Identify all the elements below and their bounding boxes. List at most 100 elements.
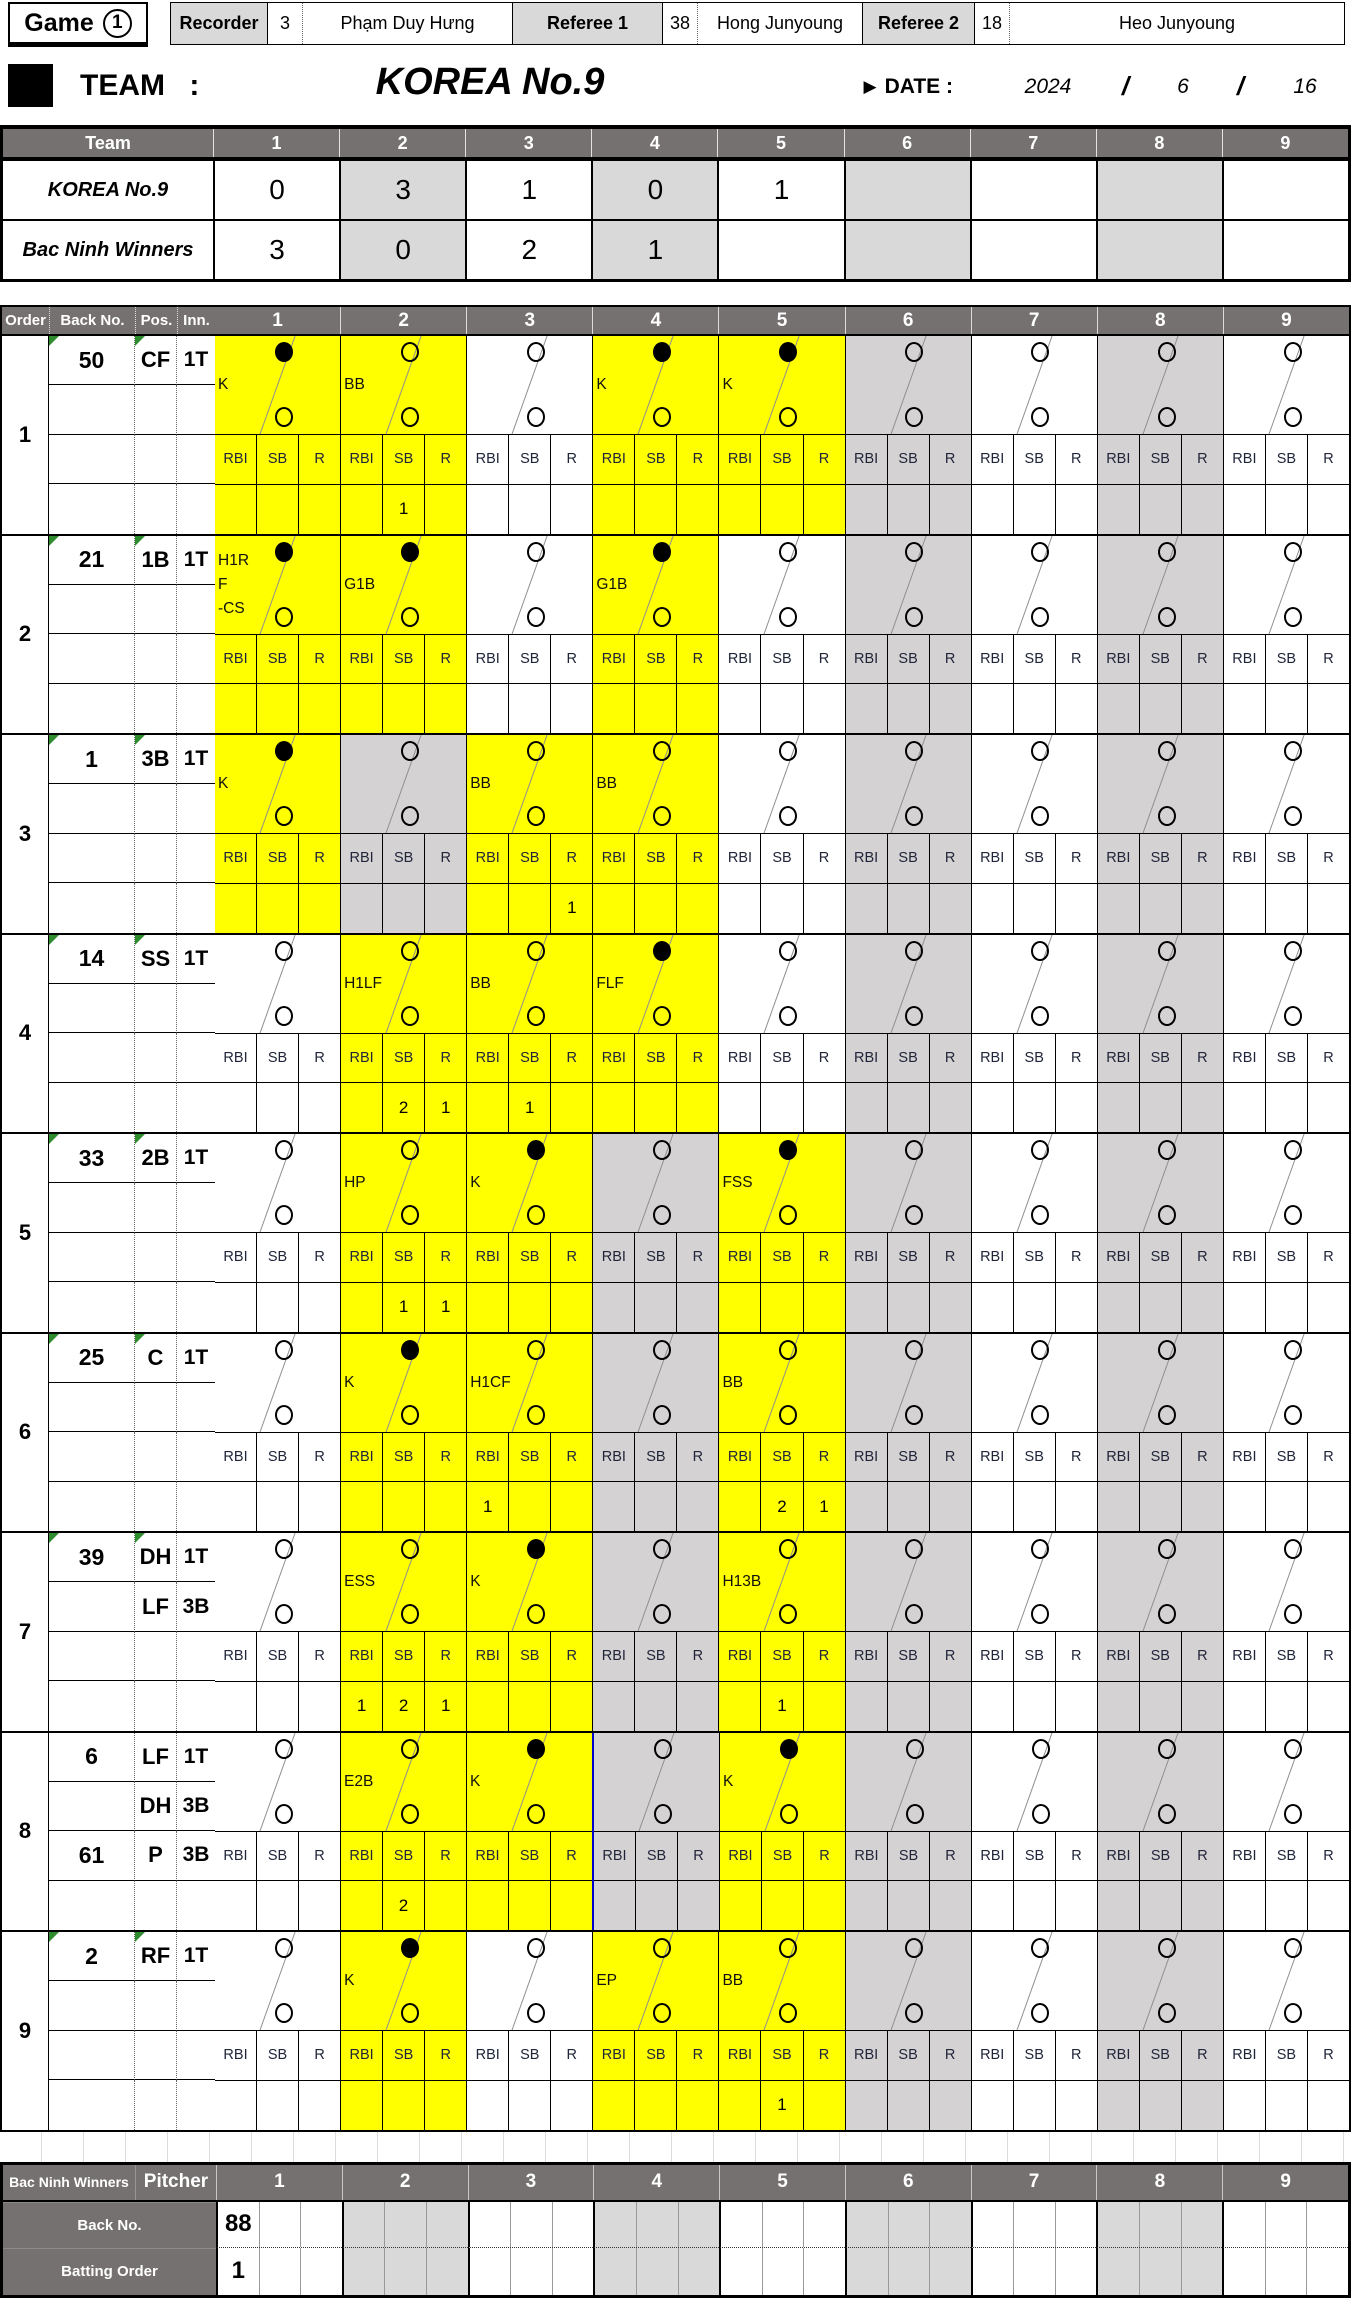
pitcher-inning-cell[interactable] xyxy=(341,2248,468,2295)
score-cell[interactable]: 0 xyxy=(339,219,466,279)
score-cell[interactable] xyxy=(969,219,1096,279)
backno-cell[interactable] xyxy=(49,1232,135,1283)
stat-value[interactable] xyxy=(1138,1083,1181,1132)
stat-value[interactable] xyxy=(846,684,887,733)
stat-value[interactable] xyxy=(215,1283,256,1332)
at-bat-cell[interactable] xyxy=(1097,735,1223,833)
backno-cell[interactable] xyxy=(49,2080,135,2130)
stat-value[interactable] xyxy=(1181,1881,1223,1930)
stat-value[interactable]: 2 xyxy=(382,1083,424,1132)
stat-value[interactable] xyxy=(719,1083,760,1132)
stat-value[interactable]: 1 xyxy=(550,883,592,933)
stat-value[interactable] xyxy=(846,1482,887,1531)
stat-value[interactable] xyxy=(972,1682,1013,1731)
pitcher-subcell[interactable] xyxy=(470,2248,511,2295)
stat-value[interactable] xyxy=(298,484,340,534)
inn-cell[interactable]: 1T xyxy=(177,735,215,785)
inn-cell[interactable] xyxy=(177,1232,215,1283)
pos-cell[interactable] xyxy=(135,833,177,884)
pos-cell[interactable] xyxy=(135,434,177,485)
at-bat-cell[interactable] xyxy=(845,1333,971,1432)
at-bat-cell[interactable] xyxy=(845,1533,971,1631)
stat-value[interactable] xyxy=(1224,1482,1265,1531)
pitcher-subcell[interactable] xyxy=(761,2201,804,2247)
pitcher-inning-cell[interactable] xyxy=(719,2201,845,2248)
inning-cell[interactable]: RBI SB R xyxy=(1096,934,1223,1132)
backno-cell[interactable]: 21 xyxy=(49,535,135,585)
stat-value[interactable] xyxy=(593,884,634,933)
inning-cell[interactable]: K RBI SB R xyxy=(215,336,341,534)
pos-cell[interactable] xyxy=(135,484,177,534)
stat-value[interactable]: 1 xyxy=(424,1282,466,1332)
stat-value[interactable] xyxy=(846,1682,887,1731)
stat-value[interactable] xyxy=(593,2081,634,2130)
inn-cell[interactable] xyxy=(177,2030,215,2081)
pitcher-subcell[interactable] xyxy=(1098,2202,1139,2248)
stat-value[interactable] xyxy=(1306,484,1349,534)
backno-cell[interactable]: 14 xyxy=(49,934,135,984)
inning-cell[interactable]: RBI SB R xyxy=(844,934,971,1132)
inning-cell[interactable]: RBI SB R xyxy=(466,336,593,534)
stat-value[interactable] xyxy=(1098,1083,1139,1132)
inning-cell[interactable]: RBI SB R xyxy=(1222,1932,1349,2130)
stat-value[interactable]: 1 xyxy=(424,1083,466,1132)
at-bat-cell[interactable] xyxy=(1223,735,1349,833)
at-bat-cell[interactable] xyxy=(1223,1932,1349,2030)
stat-value[interactable] xyxy=(1054,1083,1097,1132)
stat-value[interactable]: 1 xyxy=(424,1681,466,1731)
at-bat-cell[interactable] xyxy=(593,1333,719,1432)
stat-value[interactable] xyxy=(886,2080,929,2130)
at-bat-cell[interactable] xyxy=(594,1732,719,1831)
at-bat-cell[interactable] xyxy=(845,735,971,833)
score-cell[interactable] xyxy=(1095,159,1222,219)
stat-value[interactable] xyxy=(634,1083,676,1132)
pos-cell[interactable]: DH xyxy=(135,1781,177,1832)
inning-cell[interactable]: RBI SB R xyxy=(215,934,341,1132)
stat-value[interactable]: 1 xyxy=(760,1681,802,1731)
backno-cell[interactable] xyxy=(49,1382,135,1433)
stat-value[interactable] xyxy=(1264,1681,1307,1731)
pitcher-subcell[interactable] xyxy=(510,2201,552,2247)
pitcher-inning-cell[interactable] xyxy=(1096,2201,1223,2248)
at-bat-cell[interactable] xyxy=(1097,1533,1223,1631)
stat-value[interactable] xyxy=(719,1482,760,1531)
backno-cell[interactable] xyxy=(49,1481,135,1531)
inning-cell[interactable]: K RBI SB R xyxy=(718,336,845,534)
stat-value[interactable] xyxy=(1306,1482,1349,1531)
stat-value[interactable] xyxy=(341,884,382,933)
backno-cell[interactable] xyxy=(49,1282,135,1332)
stat-value[interactable] xyxy=(1054,484,1097,534)
stat-value[interactable] xyxy=(298,1681,340,1731)
inning-cell[interactable]: RBI SB R xyxy=(718,934,845,1132)
at-bat-cell[interactable]: G1B xyxy=(593,535,719,634)
inning-cell[interactable]: K RBI SB R xyxy=(340,1932,467,2130)
pitcher-subcell[interactable] xyxy=(635,2248,678,2295)
inning-cell[interactable]: RBI SB R xyxy=(844,1932,971,2130)
pitcher-inning-cell[interactable] xyxy=(593,2248,720,2295)
stat-value[interactable] xyxy=(1224,1881,1265,1930)
pitcher-subcell[interactable] xyxy=(258,2248,301,2295)
stat-value[interactable] xyxy=(634,1482,676,1531)
stat-value[interactable] xyxy=(1012,684,1055,733)
stat-value[interactable] xyxy=(341,2081,382,2130)
inning-cell[interactable]: K RBI SB R xyxy=(340,1333,467,1531)
stat-value[interactable]: 1 xyxy=(382,1282,424,1332)
stat-value[interactable] xyxy=(1264,1282,1307,1332)
stat-value[interactable] xyxy=(1180,2080,1223,2130)
pitcher-inning-cell[interactable]: 88 xyxy=(216,2201,342,2248)
pitcher-subcell[interactable] xyxy=(847,2202,888,2248)
pos-cell[interactable]: SS xyxy=(135,934,177,984)
inning-cell[interactable]: FLF RBI SB R xyxy=(592,934,719,1132)
stat-value[interactable] xyxy=(1180,1282,1223,1332)
stat-value[interactable] xyxy=(1224,1083,1265,1132)
stat-value[interactable] xyxy=(676,2080,718,2130)
pitcher-subcell[interactable] xyxy=(929,2201,971,2247)
stat-value[interactable] xyxy=(802,484,845,534)
stat-value[interactable] xyxy=(1012,1681,1055,1731)
at-bat-cell[interactable]: FLF xyxy=(593,934,719,1033)
backno-cell[interactable] xyxy=(49,1781,135,1832)
stat-value[interactable] xyxy=(424,2080,466,2130)
stat-value[interactable] xyxy=(1307,1881,1349,1930)
stat-value[interactable] xyxy=(1012,2080,1055,2130)
stat-value[interactable] xyxy=(1055,1881,1097,1930)
